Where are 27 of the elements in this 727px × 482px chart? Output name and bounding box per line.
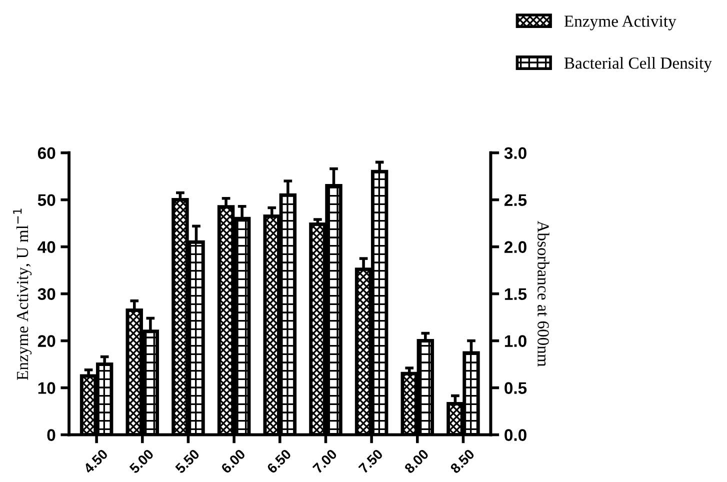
y2-tick-label: 3.0 <box>504 147 526 160</box>
y-tick-label: 60 <box>38 147 56 159</box>
y-tick-label: 0 <box>47 429 56 441</box>
x-tick-label: 6.50 <box>266 448 292 474</box>
y2-tick-label: 0.0 <box>504 429 526 441</box>
y-tick-label: 50 <box>38 194 56 206</box>
x-tick-label: 8.00 <box>404 448 430 474</box>
y2-tick-label: 1.0 <box>504 335 526 347</box>
y2-tick-label: 2.5 <box>504 194 527 206</box>
x-tick-label: 8.50 <box>450 448 476 474</box>
x-tick-label: 7.00 <box>312 448 338 474</box>
y2-tick-label: 0.5 <box>504 382 527 394</box>
y2-tick-label: 1.5 <box>504 288 527 300</box>
x-tick-label: 6.00 <box>220 448 246 474</box>
y-tick-label: 10 <box>38 382 56 394</box>
y-tick-label: 40 <box>38 241 56 253</box>
y2-axis-title: Absorbance at 600nm <box>538 220 550 367</box>
y-tick-label: 20 <box>38 335 56 347</box>
legend-label: Bacterial Cell Density <box>564 57 712 72</box>
y-tick-label: 30 <box>38 288 56 300</box>
y-axis-title: Enzyme Activity, U ml$^{−1}$ <box>13 208 32 380</box>
x-tick-label: 7.50 <box>358 448 384 474</box>
x-tick-label: 4.50 <box>82 448 108 474</box>
x-tick-label: 5.50 <box>174 448 200 474</box>
x-tick-label: 5.00 <box>128 448 154 474</box>
legend-label: Enzyme Activity <box>564 16 676 30</box>
y2-tick-label: 2.0 <box>504 241 526 253</box>
